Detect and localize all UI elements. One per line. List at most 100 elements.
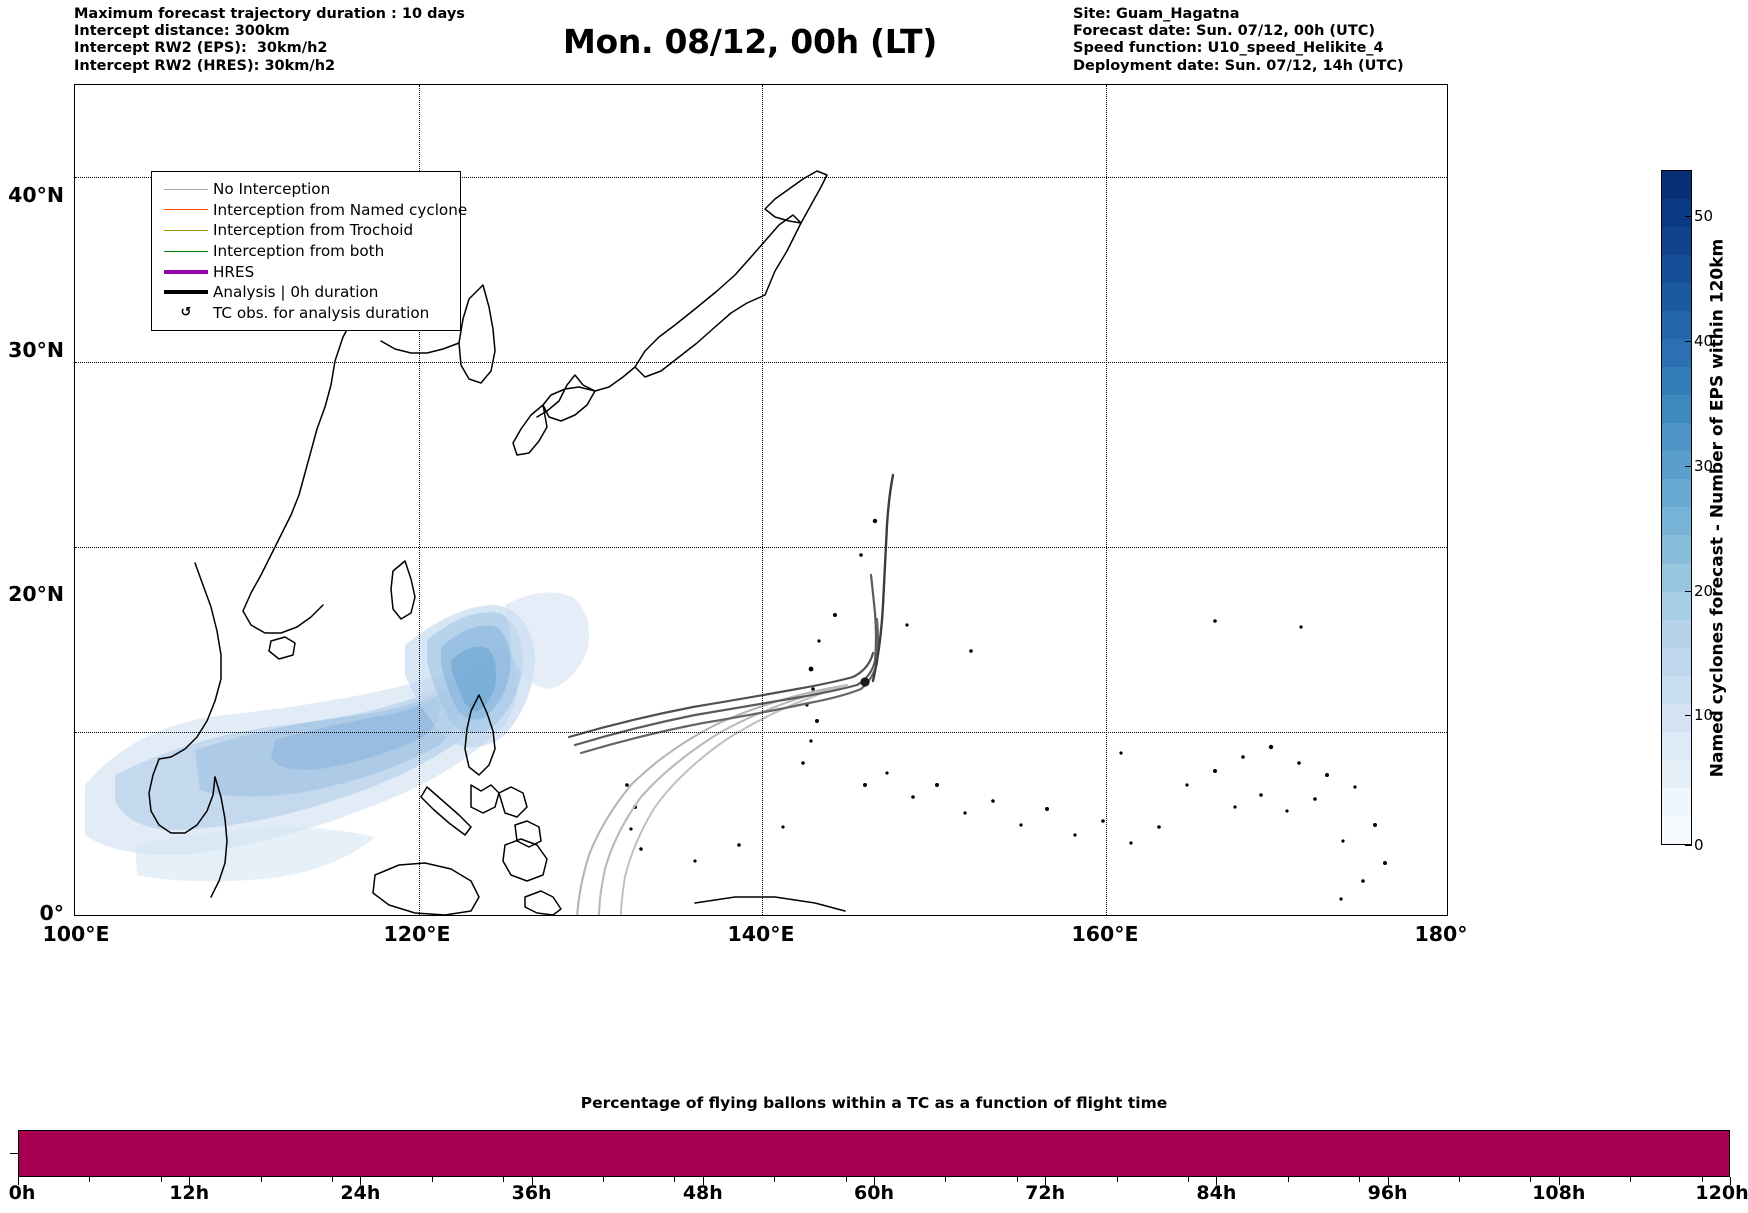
timeline-tick-minor	[1116, 1177, 1118, 1182]
timeline-label-84h: 84h	[1196, 1182, 1237, 1204]
timeline-tick-0h	[18, 1177, 19, 1185]
timeline-tick-120h	[1730, 1177, 1731, 1185]
lon-tick-180: 180°	[1414, 922, 1468, 946]
timeline-tick-48h	[702, 1177, 704, 1185]
timeline-label-72h: 72h	[1025, 1182, 1066, 1204]
timeline-tick-84h	[1216, 1177, 1218, 1185]
legend-label: Analysis | 0h duration	[213, 283, 379, 302]
timeline-tick-minor	[1530, 1177, 1532, 1182]
colorbar-tick-10: 10	[1684, 706, 1714, 724]
timeline-tick-minor	[160, 1177, 162, 1182]
map-canvas	[85, 170, 1387, 915]
map-legend: No Interception Interception from Named …	[151, 171, 467, 332]
legend-item[interactable]: Interception from Named cyclone	[159, 200, 467, 221]
timeline-y-tick	[10, 1153, 18, 1154]
timeline-tick-minor	[1630, 1177, 1632, 1182]
timeline-tick-72h	[1045, 1177, 1047, 1185]
timeline-tick-minor	[845, 1177, 847, 1182]
lat-tick-30N: 30°N	[8, 338, 64, 362]
timeline-label-12h: 12h	[169, 1182, 210, 1204]
legend-label: Interception from Trochoid	[213, 221, 414, 240]
timeline-tick-minor	[503, 1177, 505, 1182]
legend-swatch-trochoid	[159, 229, 213, 231]
lon-tick-160E: 160°E	[1071, 922, 1139, 946]
timeline-tick-60h	[874, 1177, 875, 1185]
colorbar[interactable]	[1661, 170, 1692, 845]
lon-tick-120E: 120°E	[383, 922, 451, 946]
legend-label: TC obs. for analysis duration	[213, 303, 430, 322]
timeline-bar-fill	[19, 1131, 1729, 1176]
legend-item[interactable]: No Interception	[159, 179, 451, 200]
legend-swatch-both	[159, 250, 213, 252]
header-right-text: Site: Guam_Hagatna Forecast date: Sun. 0…	[1073, 6, 1404, 74]
analysis-marker	[860, 677, 870, 687]
timeline-tick-minor	[674, 1177, 676, 1182]
legend-item[interactable]: HRES	[159, 261, 451, 282]
legend-item[interactable]: ↺ TC obs. for analysis duration	[159, 303, 451, 324]
coastlines	[148, 170, 846, 915]
timeline-bar[interactable]	[18, 1130, 1730, 1177]
legend-item[interactable]: Interception from Trochoid	[159, 220, 451, 241]
timeline-tick-108h	[1558, 1177, 1560, 1185]
forecast-map[interactable]: No Interception Interception from Named …	[74, 84, 1448, 916]
gridline-lat-40	[75, 177, 1447, 179]
colorbar-tick-20: 20	[1684, 582, 1714, 600]
timeline-tick-minor	[431, 1177, 433, 1182]
colorbar-axis-label: Named cyclones forecast - Number of EPS …	[1707, 238, 1728, 777]
timeline-caption: Percentage of flying ballons within a TC…	[580, 1094, 1168, 1112]
legend-label: Interception from Named cyclone	[213, 200, 468, 219]
gridline-lat-20	[75, 547, 1447, 549]
timeline-tick-minor	[1287, 1177, 1289, 1182]
header-left-text: Maximum forecast trajectory duration : 1…	[74, 6, 465, 74]
cyclone-swirl-icon: ↺	[180, 305, 192, 321]
legend-swatch-analysis	[159, 290, 213, 295]
header-left-info: Maximum forecast trajectory duration : 1…	[74, 6, 465, 75]
timeline-tick-minor	[260, 1177, 262, 1182]
legend-label: No Interception	[213, 180, 331, 199]
lat-tick-20N: 20°N	[8, 582, 64, 606]
colorbar-tick-40: 40	[1684, 332, 1714, 350]
gridline-lon-120	[418, 85, 420, 915]
colorbar-tick-30: 30	[1684, 457, 1714, 475]
timeline-tick-minor	[89, 1177, 91, 1182]
timeline-label-48h: 48h	[682, 1182, 723, 1204]
timeline-tick-12h	[189, 1177, 191, 1185]
timeline-tick-minor	[1458, 1177, 1460, 1182]
timeline-label-60h: 60h	[854, 1182, 894, 1204]
gridline-lat-30	[75, 362, 1447, 364]
timeline-tick-minor	[1187, 1177, 1189, 1182]
legend-item[interactable]: Analysis | 0h duration	[159, 282, 451, 303]
timeline-label-36h: 36h	[511, 1182, 552, 1204]
gridline-lat-10	[75, 732, 1447, 734]
lon-tick-100E: 100°E	[42, 922, 110, 946]
timeline-tick-96h	[1387, 1177, 1389, 1185]
timeline-tick-24h	[360, 1177, 362, 1185]
balloon-trajectories	[567, 473, 895, 915]
legend-swatch-no-interception	[159, 188, 213, 190]
island-dots	[625, 518, 1387, 901]
gridline-lon-160	[1105, 85, 1107, 915]
timeline-tick-minor	[602, 1177, 604, 1182]
timeline-tick-minor	[945, 1177, 947, 1182]
legend-swatch-hres	[159, 269, 213, 274]
timeline-label-96h: 96h	[1367, 1182, 1408, 1204]
eps-density-field	[85, 592, 590, 882]
lat-tick-0: 0°	[39, 901, 64, 925]
timeline-tick-minor	[331, 1177, 333, 1182]
legend-label: Interception from both	[213, 242, 385, 261]
colorbar-tick-0: 0	[1685, 836, 1704, 854]
timeline-label-0h: 0h	[8, 1182, 36, 1204]
gridline-lon-140	[762, 85, 763, 915]
timeline-tick-minor	[1359, 1177, 1361, 1182]
lon-tick-140E: 140°E	[727, 922, 795, 946]
timeline-label-24h: 24h	[340, 1182, 381, 1204]
page-title: Mon. 08/12, 00h (LT)	[562, 22, 938, 61]
header-right-info: Site: Guam_Hagatna Forecast date: Sun. 0…	[1073, 6, 1404, 75]
legend-item[interactable]: Interception from both	[159, 241, 451, 262]
legend-swatch-named-cyclone	[159, 209, 213, 211]
timeline-label-120h: 120h	[1695, 1182, 1748, 1204]
lat-tick-40N: 40°N	[8, 183, 64, 207]
legend-label: HRES	[213, 262, 255, 281]
timeline-tick-minor	[1701, 1177, 1703, 1182]
colorbar-tick-50: 50	[1684, 207, 1714, 225]
